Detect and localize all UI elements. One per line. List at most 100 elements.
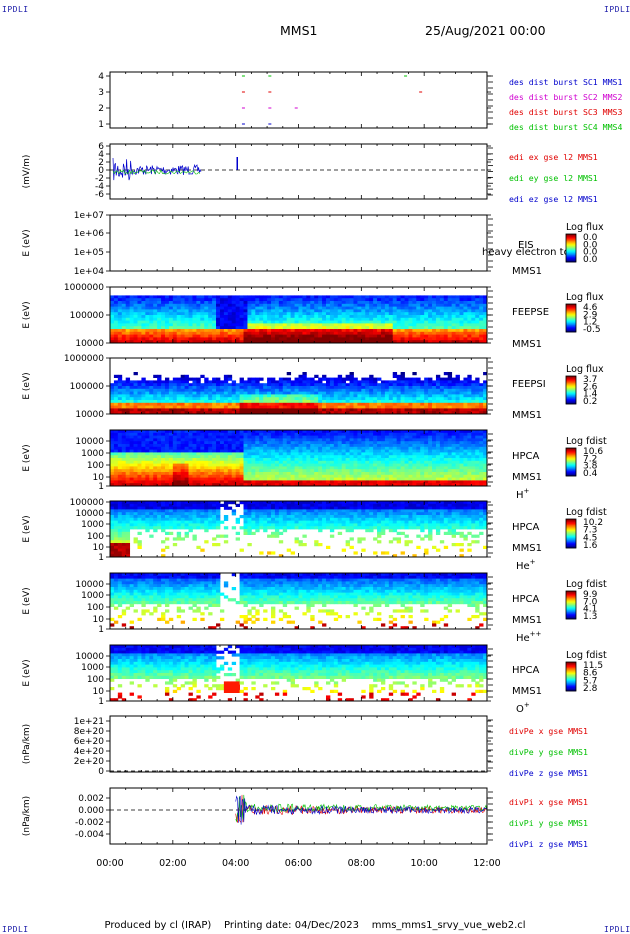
ytick-label: -0.004 [75,830,104,840]
ytick-label: 1e+05 [74,248,104,258]
heatmap-hpca_hepp [110,573,488,630]
footer-printing-date: Printing date: 04/Dec/2023 [223,920,359,931]
ytick-label: 0.000 [78,806,104,816]
colorbar-title: Log flux [566,292,604,303]
ytick-label: 0.002 [78,794,104,804]
ytick-label: 10000 [75,410,104,420]
colorbar-title: Log fdist [566,650,607,661]
corner-label-top-left: IPDLI [2,5,29,14]
ytick-label: 10 [93,615,105,625]
ytick-label: 100000 [70,382,105,392]
corner-label-bottom-left: IPDLI [2,925,29,934]
panel-frame [109,71,488,129]
xtick-label: 00:00 [96,858,123,869]
ytick-label: 2e+20 [74,757,105,767]
colorbar-tick: 10.2 [583,518,603,528]
ytick-label: -2 [95,174,104,184]
ytick-label: 1e+06 [74,229,105,239]
ytick-label: 1 [98,553,104,563]
ytick-label: 1000000 [64,354,104,364]
legend-entry: des dist burst SC1 MMS1 [509,77,622,87]
footer-produced: Produced by cl (IRAP) [104,920,212,931]
corner-label-bottom-right: IPDLI [604,925,630,934]
ytick-label: 1 [98,697,104,707]
colorbar-tick: 9.9 [583,590,598,600]
ylabel: E (eV) [22,229,32,256]
colorbar-tick: 1.6 [583,541,598,551]
overflow-label: heavy electron tof [482,247,574,258]
colorbar-tick: 4.5 [583,533,597,543]
colorbar-tick: 1.4 [583,390,598,400]
ytick-label: 10000 [75,509,104,519]
ytick-label: 100000 [70,311,105,321]
divpi-trace-2 [235,795,488,825]
colorbar-title: Log fdist [566,436,607,447]
legend-entry: edi ex gse l2 MMS1 [509,152,598,162]
xtick-label: 08:00 [348,858,375,869]
panel-hpca_h: 110 100 1000 10000 E (eV) HPCA MMS1 H+ Log fdist… [22,429,607,501]
instrument-label: FEEPSE [512,307,549,318]
colorbar-tick: 3.8 [583,462,598,472]
colorbar-tick: 11.5 [583,661,603,671]
colorbar-title: Log fdist [566,507,607,518]
ytick-label: 0 [98,166,104,176]
species-label: H+ [516,487,530,501]
ytick-label: 3 [98,88,104,98]
colorbar-tick: 1.3 [583,612,597,622]
colorbar-tick: 0.4 [583,469,598,479]
instrument-label: FEEPSI [512,379,546,390]
spacecraft-label: MMS1 [512,339,542,350]
panel-eis: 1e+04 1e+05 1e+06 1e+07 E (eV) EIS MMS1 heavy e… [22,211,604,277]
spacecraft-label: MMS1 [512,266,542,277]
colorbar-title: Log flux [566,222,604,233]
legend-entry: edi ez gse l2 MMS1 [509,194,598,204]
colorbar-tick: 0.0 [583,233,598,243]
ytick-label: 10 [93,687,105,697]
legend-entry: des dist burst SC3 MMS3 [509,107,622,117]
ytick-label: 100 [87,461,104,471]
ytick-label: 1 [98,482,104,492]
legend-entry: divPi x gse MMS1 [509,797,588,807]
colorbar-tick: 3.7 [583,375,597,385]
instrument-label: EIS [518,240,534,251]
colorbar-tick: 0.0 [583,248,598,258]
legend-entry: divPe z gse MMS1 [509,768,588,778]
spacecraft-title: MMS1 [280,23,318,38]
spacecraft-label: MMS1 [512,410,542,421]
heatmap-hpca_he [110,501,488,558]
ytick-label: 1000000 [64,283,104,293]
legend-entry: edi ey gse l2 MMS1 [509,173,598,183]
ytick-label: 8e+20 [74,727,105,737]
heatmap-feepse [110,295,488,344]
ytick-label: 4 [98,72,104,82]
colorbar-tick: 7.3 [583,526,597,536]
colorbar-tick: 10.6 [583,447,603,457]
footer-file: mms_mms1_srvy_vue_web2.cl [371,920,526,931]
colorbar-tick: 0.0 [583,255,598,265]
instrument-label: HPCA [512,665,540,676]
heatmap-hpca_h [110,430,488,487]
ytick-label: 10000 [75,339,104,349]
colorbar-tick: 8.6 [583,669,598,679]
panel-frame [109,787,488,845]
colorbar-tick: 2.9 [583,310,598,320]
colorbar-tick: 2.8 [583,684,598,694]
xtick-label: 04:00 [222,858,249,869]
ytick-label: -6 [95,190,104,200]
legend-entry: divPe y gse MMS1 [509,747,588,757]
ylabel: (mV/m) [22,155,32,189]
ylabel: (nPa/km) [22,796,32,836]
panel-feepse: 10000 100000 1000000 E (eV) FEEPSE MMS1 Log fl… [22,283,604,350]
spacecraft-label: MMS1 [512,615,542,626]
ytick-label: 1000 [81,520,104,530]
ytick-label: 1e+07 [74,211,104,221]
colorbar-tick: 2.6 [583,382,598,392]
